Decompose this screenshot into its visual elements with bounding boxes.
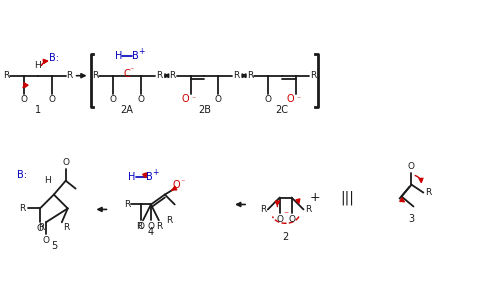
Text: H: H bbox=[114, 51, 122, 61]
Text: 5: 5 bbox=[50, 241, 57, 251]
Text: R: R bbox=[260, 205, 266, 214]
Text: ⁻: ⁻ bbox=[192, 94, 196, 103]
Text: O: O bbox=[20, 95, 28, 104]
Text: 3: 3 bbox=[408, 214, 414, 224]
Text: O: O bbox=[288, 215, 295, 224]
Text: R: R bbox=[425, 188, 432, 197]
Text: B: B bbox=[146, 172, 152, 182]
Text: O: O bbox=[215, 95, 222, 104]
Text: R: R bbox=[64, 223, 70, 232]
Text: O: O bbox=[110, 95, 117, 104]
Text: H: H bbox=[44, 176, 52, 185]
Text: ⁻: ⁻ bbox=[283, 210, 288, 221]
Text: ⁻: ⁻ bbox=[296, 94, 300, 103]
Text: +: + bbox=[138, 47, 144, 56]
Text: C: C bbox=[124, 69, 130, 79]
Text: B: B bbox=[132, 51, 138, 61]
Text: O: O bbox=[138, 95, 144, 104]
Text: O: O bbox=[173, 180, 180, 190]
Text: R: R bbox=[3, 71, 10, 80]
Text: R: R bbox=[170, 71, 176, 80]
Text: O: O bbox=[287, 94, 294, 105]
Text: O: O bbox=[62, 158, 69, 167]
Text: ⁻: ⁻ bbox=[180, 177, 185, 186]
Text: 4: 4 bbox=[148, 227, 154, 237]
Text: +: + bbox=[152, 168, 158, 177]
Text: 2B: 2B bbox=[198, 105, 211, 115]
Text: O: O bbox=[276, 215, 283, 224]
Text: O: O bbox=[48, 95, 56, 104]
Text: O: O bbox=[36, 224, 44, 233]
Text: R: R bbox=[38, 223, 44, 232]
Text: R: R bbox=[310, 71, 316, 80]
Text: B:: B: bbox=[17, 170, 27, 180]
Text: 2C: 2C bbox=[275, 105, 288, 115]
Text: R: R bbox=[156, 71, 162, 80]
Text: H: H bbox=[128, 172, 136, 182]
Text: R: R bbox=[156, 222, 162, 231]
Text: R: R bbox=[19, 204, 26, 213]
Text: |||: ||| bbox=[340, 190, 354, 205]
Text: R: R bbox=[306, 205, 312, 214]
Text: B:: B: bbox=[49, 53, 59, 63]
Text: 1: 1 bbox=[35, 105, 41, 115]
Text: R: R bbox=[233, 71, 239, 80]
Text: +: + bbox=[310, 191, 320, 204]
Text: R: R bbox=[92, 71, 98, 80]
Text: R: R bbox=[66, 71, 73, 80]
Text: O: O bbox=[148, 222, 154, 231]
Text: R: R bbox=[124, 200, 130, 209]
Text: 2A: 2A bbox=[120, 105, 134, 115]
Text: O: O bbox=[182, 94, 190, 105]
Text: R: R bbox=[247, 71, 253, 80]
Text: R: R bbox=[166, 216, 172, 225]
Text: O: O bbox=[264, 95, 272, 104]
Text: R: R bbox=[136, 222, 142, 231]
Text: O: O bbox=[408, 162, 415, 171]
Text: H: H bbox=[34, 61, 42, 70]
Text: O: O bbox=[138, 222, 144, 231]
Text: O: O bbox=[42, 236, 50, 245]
Text: ⁻: ⁻ bbox=[130, 65, 134, 74]
Text: 2: 2 bbox=[282, 232, 289, 242]
